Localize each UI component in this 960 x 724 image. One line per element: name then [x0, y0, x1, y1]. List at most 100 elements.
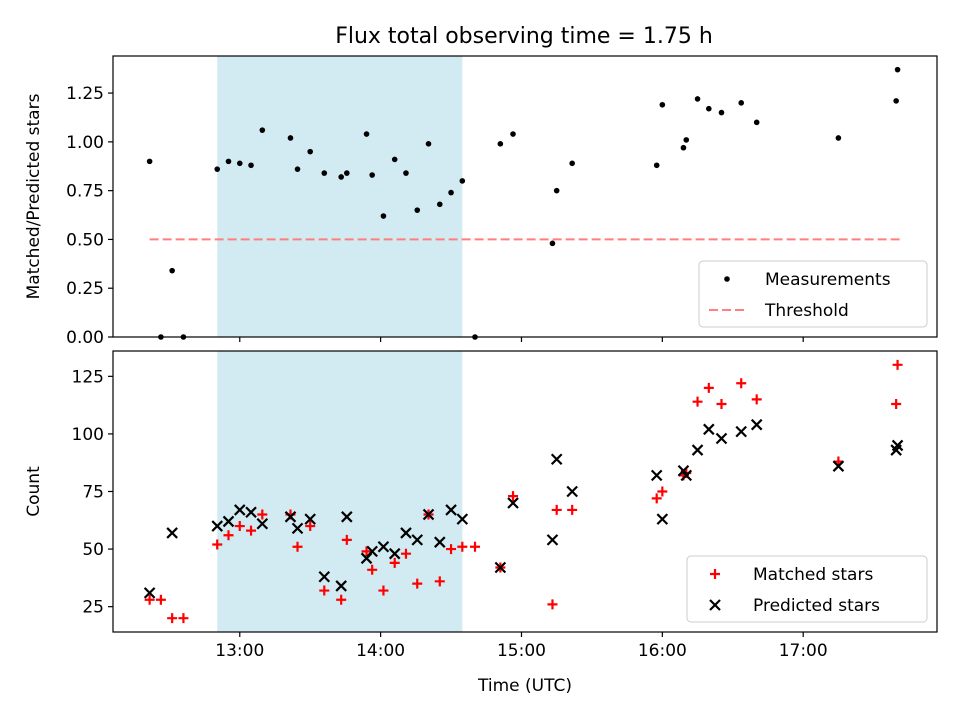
predicted-star-point: [494, 561, 507, 574]
measurement-point: [653, 162, 660, 169]
measurement-point: [146, 158, 153, 165]
measurement-point: [380, 213, 387, 219]
matched-star-point: [551, 504, 562, 515]
legend-predicted-marker: [709, 599, 721, 611]
y-axis-label: Count: [24, 466, 44, 517]
matched-star-point: [223, 530, 234, 541]
y-tick-label: 1.00: [66, 133, 104, 153]
chart-title: Flux total observing time = 1.75 h: [335, 24, 713, 49]
matched-star-point: [657, 486, 668, 497]
axes-frame: [112, 55, 938, 338]
predicted-star-point: [388, 547, 401, 560]
predicted-star-point: [691, 444, 704, 456]
x-tick-label: 17:00: [779, 641, 828, 661]
legend-measurement-marker: [724, 276, 730, 282]
measurement-point: [459, 178, 466, 184]
predicted-star-point: [304, 513, 316, 525]
predicted-star-point: [891, 439, 904, 452]
y-tick-label: 0.75: [66, 182, 104, 202]
measurement-point: [214, 166, 221, 172]
measurement-point: [225, 158, 232, 165]
y-tick-label: 50: [82, 540, 104, 560]
predicted-star-point: [650, 469, 663, 482]
predicted-star-point: [143, 587, 156, 599]
measurement-point: [294, 166, 301, 172]
predicted-star-point: [341, 511, 353, 523]
matched-star-point: [547, 599, 558, 610]
x-tick-label: 14:00: [356, 641, 405, 661]
measurement-point: [738, 100, 745, 106]
matched-star-point: [412, 578, 423, 589]
matched-star-point: [469, 541, 480, 552]
predicted-star-point: [546, 534, 559, 546]
measurement-point: [403, 170, 409, 176]
measurement-point: [344, 170, 350, 176]
predicted-star-point: [680, 469, 693, 482]
y-tick-label: 0.50: [66, 230, 104, 250]
matched-star-point: [508, 491, 519, 502]
measurement-point: [659, 101, 666, 108]
predicted-star-point: [656, 513, 669, 525]
predicted-star-point: [703, 423, 715, 436]
legend-label: Measurements: [765, 270, 891, 290]
legend-box: [686, 555, 928, 623]
y-tick-label: 125: [72, 367, 104, 387]
matched-star-point: [144, 594, 155, 605]
measurement-point: [259, 127, 266, 133]
matched-star-point: [434, 576, 445, 587]
top-panel: 0.00 0.25 0.50 0.75 1.00 1.25 Matched/Predicte…: [24, 55, 938, 348]
matched-star-point: [178, 613, 189, 624]
matched-star-point: [651, 493, 662, 504]
matched-star-point: [167, 613, 178, 624]
measurement-point: [338, 174, 344, 180]
matched-star-point: [751, 394, 762, 405]
matched-star-point: [292, 541, 303, 552]
predicted-star-point: [411, 534, 424, 546]
matched-star-point: [234, 521, 245, 532]
measurement-point: [236, 160, 243, 167]
matched-star-point: [457, 541, 468, 552]
matched-star-point: [716, 398, 727, 409]
y-tick-label: 0.00: [66, 328, 104, 348]
predicted-star-point: [507, 497, 519, 509]
measurement-point: [553, 187, 560, 194]
matched-star-point: [378, 585, 389, 596]
measurement-point: [718, 109, 725, 116]
matched-star-point: [246, 525, 257, 536]
measurement-point: [425, 141, 432, 147]
x-axis-label: Time (UTC): [477, 676, 572, 696]
predicted-star-point: [284, 511, 297, 523]
measurement-point: [510, 131, 516, 137]
matched-star-point: [389, 557, 400, 568]
matched-star-point: [892, 359, 903, 370]
measurement-point: [248, 162, 254, 169]
measurement-point: [569, 160, 575, 167]
predicted-star-point: [335, 580, 347, 592]
legend-label: Predicted stars: [753, 596, 880, 616]
matched-star-point: [367, 564, 378, 575]
matched-star-point: [567, 504, 578, 515]
matched-star-point: [155, 594, 166, 605]
predicted-star-point: [222, 515, 235, 528]
predicted-star-point: [422, 508, 435, 521]
measurement-point: [549, 240, 556, 247]
predicted-star-point: [434, 536, 446, 548]
bottom-panel: 13:00 14:00 15:00 16:00 17:00 25 50 75 100 125 Cou…: [24, 350, 938, 696]
predicted-star-point: [400, 527, 412, 539]
shaded-observation-window: [217, 351, 463, 632]
measurement-point: [307, 148, 313, 155]
predicted-star-point: [291, 522, 304, 535]
matched-star-point: [446, 544, 457, 555]
measurement-point: [835, 135, 842, 141]
measurement-point: [287, 135, 294, 141]
predicted-star-point: [166, 527, 178, 539]
measurement-point: [706, 105, 712, 112]
legend-label: Matched stars: [753, 565, 873, 585]
measurement-point: [894, 66, 901, 73]
predicted-star-point: [550, 453, 563, 466]
measurement-point: [680, 144, 687, 151]
predicted-star-point: [211, 520, 224, 532]
measurement-point: [448, 189, 454, 196]
predicted-star-point: [456, 513, 469, 525]
